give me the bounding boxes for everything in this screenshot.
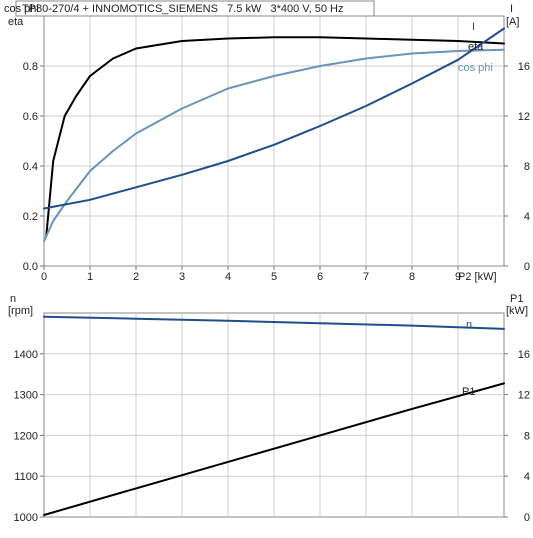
series-line-cos-phi bbox=[43, 48, 505, 242]
bottom-y-left-tick-label: 1100 bbox=[14, 471, 38, 483]
top-y-left-tick-label: 0.4 bbox=[23, 161, 38, 173]
top-y-right-tick-label: 16 bbox=[518, 61, 530, 73]
bottom-right-axis-label-1: P1 bbox=[510, 293, 523, 305]
bottom-y-left-tick-label: 1300 bbox=[14, 390, 38, 402]
bottom-right-axis-label-2: [kW] bbox=[506, 305, 528, 317]
series-label-n: n bbox=[466, 319, 472, 331]
title-box bbox=[15, 0, 375, 17]
top-y-right-tick-label: 4 bbox=[524, 211, 530, 223]
top-x-tick-label: 1 bbox=[87, 271, 93, 283]
top-x-tick-label: 6 bbox=[317, 271, 323, 283]
bottom-y-right-tick-label: 0 bbox=[524, 512, 530, 524]
top-y-right-tick-label: 8 bbox=[524, 161, 530, 173]
top-y-left-tick-label: 0.6 bbox=[23, 111, 38, 123]
top-x-tick-label: 8 bbox=[409, 271, 415, 283]
bottom-y-right-tick-label: 12 bbox=[518, 390, 530, 402]
bottom-y-right-tick-label: 16 bbox=[518, 349, 530, 361]
top-x-axis-label: P2 [kW] bbox=[458, 271, 497, 283]
series-line-n bbox=[43, 315, 505, 330]
top-x-tick-label: 2 bbox=[133, 271, 139, 283]
top-y-right-tick-label: 12 bbox=[518, 111, 530, 123]
bottom-right-y-ticks: 0 4 8 12 16 bbox=[504, 349, 530, 524]
series-label-p1: P1 bbox=[462, 386, 475, 398]
top-y-left-tick-label: 0.0 bbox=[23, 261, 38, 273]
bottom-y-right-tick-label: 8 bbox=[524, 430, 530, 442]
top-right-y-ticks: 0 4 8 12 16 bbox=[504, 61, 530, 273]
bottom-left-axis-label-2: [rpm] bbox=[8, 305, 33, 317]
bottom-y-left-tick-label: 1400 bbox=[14, 349, 38, 361]
top-y-right-tick-label: 0 bbox=[524, 261, 530, 273]
top-x-tick-label: 4 bbox=[225, 271, 231, 283]
bottom-left-y-ticks: 1000 1100 1200 1300 1400 bbox=[14, 349, 44, 524]
top-x-ticks: 0 1 2 3 4 5 6 7 8 9 bbox=[41, 266, 461, 283]
series-line-i bbox=[43, 27, 505, 210]
bottom-y-left-tick-label: 1200 bbox=[14, 430, 38, 442]
top-x-tick-label: 9 bbox=[455, 271, 461, 283]
top-left-y-ticks: 0.0 0.2 0.4 0.6 0.8 bbox=[23, 61, 44, 273]
top-y-left-tick-label: 0.2 bbox=[23, 211, 38, 223]
top-x-tick-label: 5 bbox=[271, 271, 277, 283]
series-label-eta: eta bbox=[468, 41, 484, 53]
series-label-cos-phi: cos phi bbox=[458, 62, 493, 74]
bottom-series bbox=[43, 315, 505, 516]
bottom-grid bbox=[44, 313, 504, 517]
top-left-axis-label-1: cos phi bbox=[4, 3, 39, 15]
series-line-p1 bbox=[43, 382, 505, 516]
top-y-left-tick-label: 0.8 bbox=[23, 61, 38, 73]
top-x-tick-label: 0 bbox=[41, 271, 47, 283]
top-series bbox=[43, 27, 505, 242]
top-left-axis-label-2: eta bbox=[8, 16, 24, 28]
bottom-y-right-tick-label: 4 bbox=[524, 471, 530, 483]
top-x-tick-label: 3 bbox=[179, 271, 185, 283]
top-x-tick-label: 7 bbox=[363, 271, 369, 283]
top-right-axis-label-1: I bbox=[510, 3, 513, 15]
series-line-eta bbox=[45, 36, 505, 237]
bottom-y-left-tick-label: 1000 bbox=[14, 512, 38, 524]
bottom-left-axis-label-1: n bbox=[10, 293, 16, 305]
top-grid bbox=[44, 16, 504, 266]
series-label-i: I bbox=[472, 21, 475, 33]
chart-title: TP80-270/4 + INNOMOTICS_SIEMENS 7.5 kW 3… bbox=[22, 3, 343, 15]
top-right-axis-label-2: [A] bbox=[506, 16, 519, 28]
